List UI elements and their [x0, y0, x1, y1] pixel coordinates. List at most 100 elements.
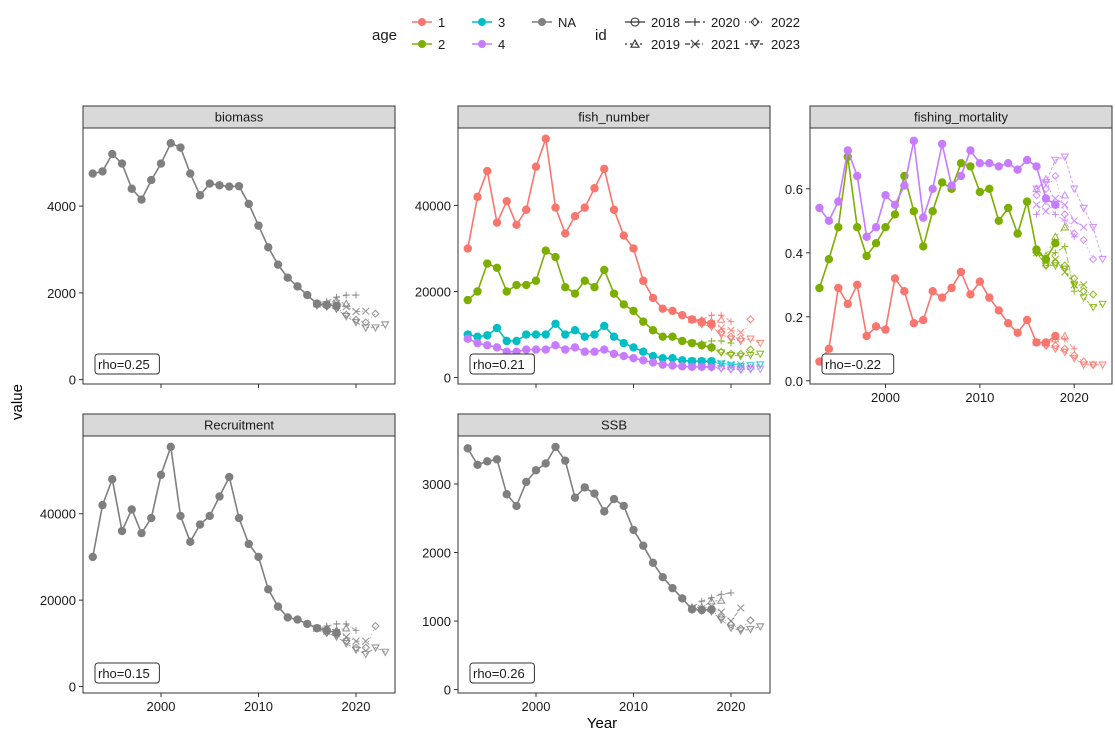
series-age-1-id-2023	[687, 316, 765, 348]
data-point	[716, 360, 726, 369]
data-point	[351, 315, 361, 324]
data-point	[1051, 345, 1060, 354]
data-point	[824, 344, 834, 353]
legend-age-label: 2	[438, 37, 445, 52]
data-point	[668, 332, 677, 341]
data-point	[590, 184, 599, 193]
data-point	[707, 345, 716, 353]
data-point	[1098, 300, 1107, 309]
data-point	[619, 300, 628, 309]
legend-age-label: 4	[498, 37, 505, 52]
data-point	[834, 197, 843, 206]
data-point	[342, 302, 351, 311]
data-point	[352, 637, 360, 645]
data-point	[352, 291, 360, 299]
data-point	[561, 456, 570, 465]
data-point	[333, 293, 340, 301]
data-point	[678, 356, 687, 365]
legend-id-2021: 2021	[685, 37, 740, 52]
data-point	[687, 339, 697, 348]
series-line	[691, 319, 751, 340]
data-point	[351, 319, 361, 327]
data-point	[98, 500, 107, 510]
data-point	[492, 343, 502, 352]
data-point	[352, 626, 360, 634]
data-point	[341, 623, 351, 632]
data-point	[755, 350, 765, 359]
data-point	[1069, 185, 1079, 194]
data-point	[619, 338, 628, 348]
data-point	[843, 299, 852, 309]
data-point	[862, 251, 871, 261]
data-point	[658, 360, 667, 369]
data-point	[658, 353, 667, 363]
data-point	[871, 239, 881, 248]
data-point	[176, 511, 185, 521]
legend-id-2022: 2022	[745, 15, 800, 30]
data-point	[88, 169, 97, 178]
data-point	[312, 625, 322, 634]
data-point	[736, 337, 746, 346]
y-axis-title: value	[9, 384, 26, 420]
x-tick-label: 2020	[717, 699, 746, 714]
data-point	[1032, 249, 1041, 258]
data-point	[551, 252, 560, 262]
data-point	[727, 318, 735, 326]
series-line	[316, 302, 366, 313]
data-point	[1088, 303, 1098, 312]
data-point	[351, 646, 361, 655]
data-point	[352, 307, 360, 316]
data-point	[570, 212, 580, 221]
data-point	[619, 231, 628, 240]
data-point	[900, 287, 909, 296]
x-tick-label: 2020	[342, 699, 371, 714]
legend-key-point	[418, 40, 426, 48]
data-point	[717, 324, 726, 332]
data-point	[717, 608, 726, 616]
data-point	[928, 287, 937, 296]
data-point	[1051, 249, 1059, 257]
data-point	[108, 474, 117, 484]
data-point	[541, 134, 550, 143]
data-point	[619, 501, 628, 511]
data-point	[716, 349, 726, 358]
data-point	[570, 289, 580, 298]
data-point	[619, 351, 628, 361]
data-point	[273, 260, 283, 269]
data-point	[824, 255, 834, 264]
data-point	[1079, 281, 1088, 289]
series-age-4-id-2018	[815, 136, 1060, 241]
legend-id-label: 2021	[711, 37, 740, 52]
data-point	[852, 223, 862, 232]
data-point	[580, 276, 589, 285]
data-point	[1069, 355, 1079, 363]
rho-annotation: rho=0.26	[473, 666, 525, 681]
data-point	[736, 334, 745, 344]
data-point	[708, 311, 715, 319]
data-point	[561, 345, 570, 354]
data-point	[332, 630, 341, 639]
series-age-1-id-2023	[1032, 339, 1107, 370]
y-tick-label: 0.6	[785, 182, 803, 197]
data-point	[1079, 294, 1089, 303]
data-point	[166, 138, 175, 148]
data-point	[244, 539, 253, 549]
data-point	[687, 316, 697, 325]
data-point	[127, 505, 136, 514]
data-point	[717, 328, 726, 337]
data-point	[1098, 361, 1107, 370]
data-point	[928, 207, 937, 216]
panel-fish-number: fish_number 0 20000 40000 rho=0.21	[415, 105, 771, 388]
data-point	[531, 330, 541, 339]
data-point	[570, 343, 580, 352]
panel-frame	[809, 127, 1113, 385]
data-point	[609, 349, 619, 359]
data-point	[371, 309, 380, 318]
data-point	[609, 205, 619, 214]
data-point	[502, 196, 511, 206]
data-point	[522, 477, 531, 487]
legend-key-point	[691, 18, 699, 26]
data-point	[323, 622, 331, 630]
series-age-4-id-2022	[1032, 171, 1098, 264]
data-point	[648, 351, 658, 361]
